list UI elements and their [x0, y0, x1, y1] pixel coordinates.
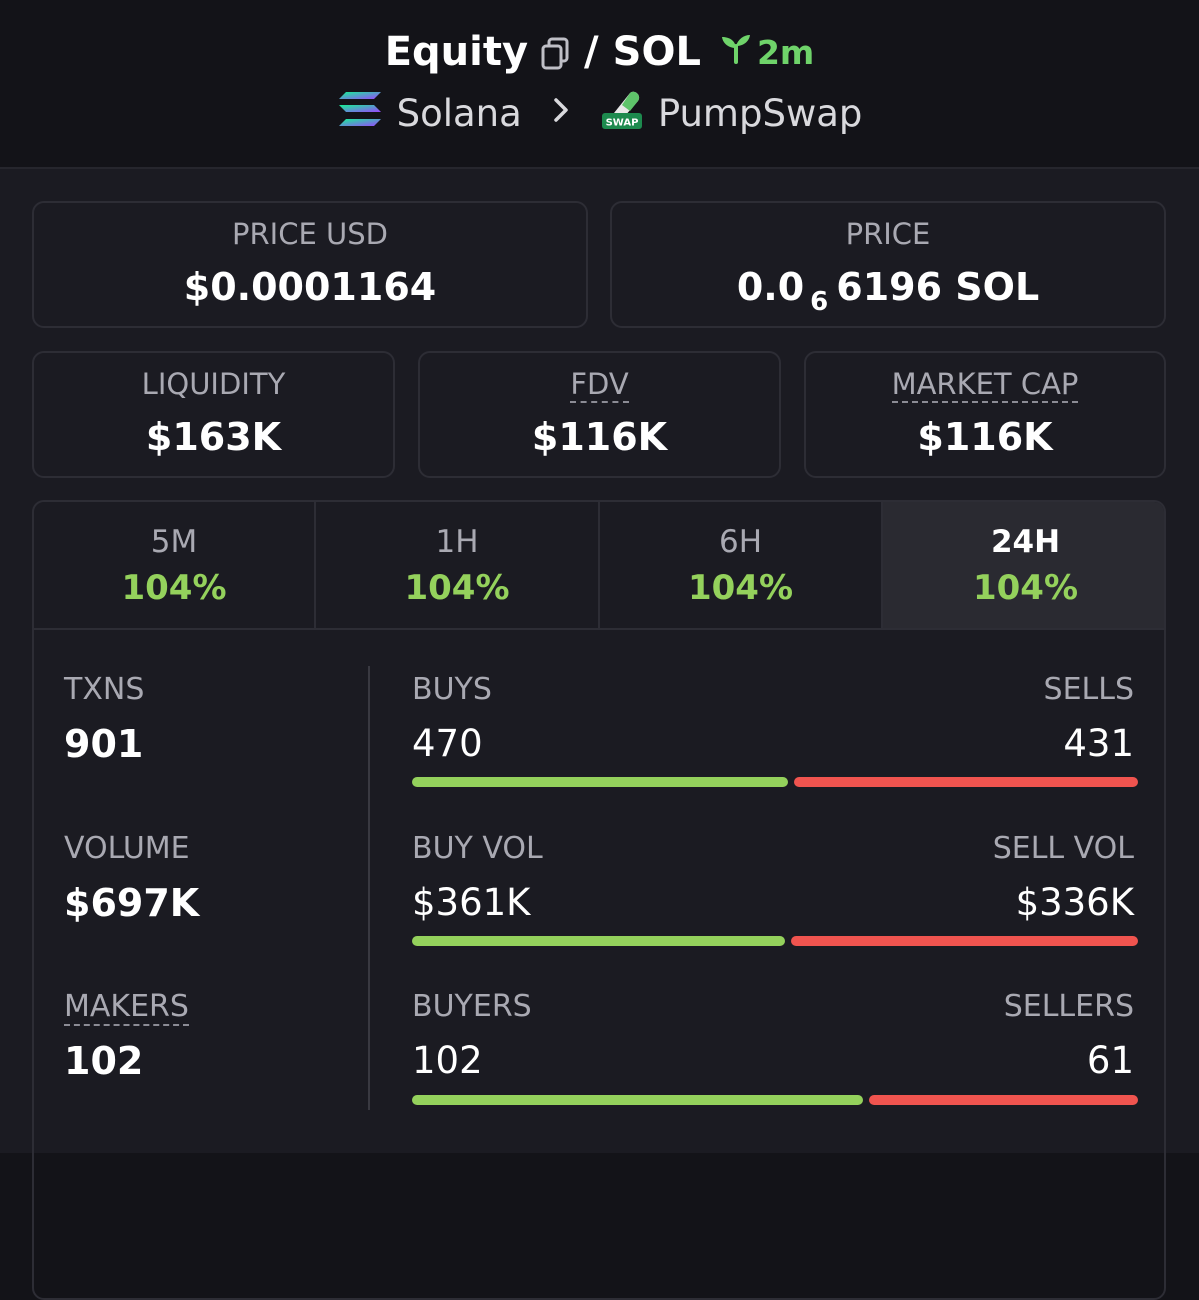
makers-value: 102: [64, 1039, 144, 1083]
buy-vol-label: BUY VOL: [412, 831, 543, 866]
buyers-label: BUYERS: [412, 989, 532, 1024]
solana-logo-icon: [337, 90, 383, 137]
tab-label: 24H: [990, 524, 1061, 560]
price-prefix: 0.0: [736, 265, 805, 309]
tab-label: 6H: [718, 524, 763, 560]
fdv-label[interactable]: FDV: [570, 367, 629, 403]
tab-change: 104%: [687, 568, 794, 608]
price-unit: SOL: [955, 265, 1040, 309]
price-usd-label: PRICE USD: [232, 217, 388, 251]
price-usd-card: PRICE USD $0.0001164: [32, 201, 588, 328]
pair-separator: /: [584, 29, 599, 75]
sellers-label: SELLERS: [1003, 989, 1134, 1024]
volume-label: VOLUME: [64, 831, 190, 866]
market-cap-label[interactable]: MARKET CAP: [891, 367, 1079, 403]
market-cap-value: $116K: [917, 415, 1053, 459]
fdv-card: FDV $116K: [418, 351, 781, 478]
buys-label: BUYS: [412, 672, 492, 707]
txns-label: TXNS: [64, 672, 145, 707]
sellers-bar: [869, 1095, 1138, 1105]
timeframe-stats: 5M 104% 1H 104% 6H 104% 24H 104% TXNS 90…: [32, 500, 1166, 1300]
tab-change: 104%: [972, 568, 1079, 608]
makers-label[interactable]: MAKERS: [64, 989, 189, 1026]
age-text: 2m: [756, 32, 815, 72]
tab-6h[interactable]: 6H 104%: [600, 502, 883, 630]
sells-value: 431: [1063, 722, 1134, 765]
tab-24h[interactable]: 24H 104%: [883, 502, 1164, 630]
quote-symbol: SOL: [612, 29, 701, 75]
pair-route: Solana SWAP PumpSwap: [0, 88, 1199, 138]
price-digits: 6196: [836, 265, 943, 309]
sprout-icon: [719, 32, 753, 72]
tab-5m[interactable]: 5M 104%: [34, 502, 316, 630]
tab-label: 1H: [435, 524, 479, 560]
price-native-value: 0.0 6 6196 SOL: [612, 265, 1164, 317]
pair-title: Equity / SOL 2m: [0, 24, 1199, 80]
tab-change: 104%: [404, 568, 510, 608]
chevron-right-icon: [552, 96, 570, 131]
buyers-bar: [412, 1095, 863, 1105]
dex-name[interactable]: PumpSwap: [657, 91, 863, 135]
market-cap-card: MARKET CAP $116K: [804, 351, 1166, 478]
sell-vol-bar: [791, 936, 1138, 946]
tab-label: 5M: [150, 524, 198, 560]
price-zero-count: 6: [810, 287, 829, 317]
chain-name[interactable]: Solana: [396, 91, 522, 135]
buys-bar: [412, 777, 788, 787]
price-usd-value: $0.0001164: [183, 265, 437, 309]
pair-age: 2m: [719, 32, 814, 72]
pumpswap-logo-icon: SWAP: [600, 87, 644, 140]
fdv-value: $116K: [531, 415, 668, 459]
price-native-card: PRICE 0.0 6 6196 SOL: [610, 201, 1166, 328]
buy-vol-value: $361K: [412, 881, 531, 924]
sellers-value: 61: [1086, 1039, 1134, 1082]
volume-value: $697K: [64, 881, 200, 925]
sell-vol-value: $336K: [1015, 881, 1134, 924]
txns-value: 901: [64, 722, 144, 766]
buys-value: 470: [412, 722, 483, 765]
pumpswap-badge-text: SWAP: [605, 117, 638, 128]
token-symbol[interactable]: Equity: [384, 29, 529, 75]
sells-bar: [794, 777, 1138, 787]
copy-icon[interactable]: [540, 35, 570, 70]
liquidity-card: LIQUIDITY $163K: [32, 351, 395, 478]
buy-vol-bar: [412, 936, 785, 946]
pair-stats-panel: PRICE USD $0.0001164 PRICE 0.0 6 6196 SOL …: [0, 169, 1199, 1300]
tab-change: 104%: [121, 568, 227, 608]
liquidity-label: LIQUIDITY: [141, 367, 286, 401]
sells-label: SELLS: [1043, 672, 1134, 707]
price-native-label: PRICE: [845, 217, 931, 251]
liquidity-value: $163K: [145, 415, 282, 459]
pair-header: Equity / SOL 2m: [0, 0, 1199, 169]
sell-vol-label: SELL VOL: [992, 831, 1134, 866]
tab-1h[interactable]: 1H 104%: [316, 502, 600, 630]
buyers-value: 102: [412, 1039, 483, 1082]
column-divider: [368, 666, 370, 1110]
